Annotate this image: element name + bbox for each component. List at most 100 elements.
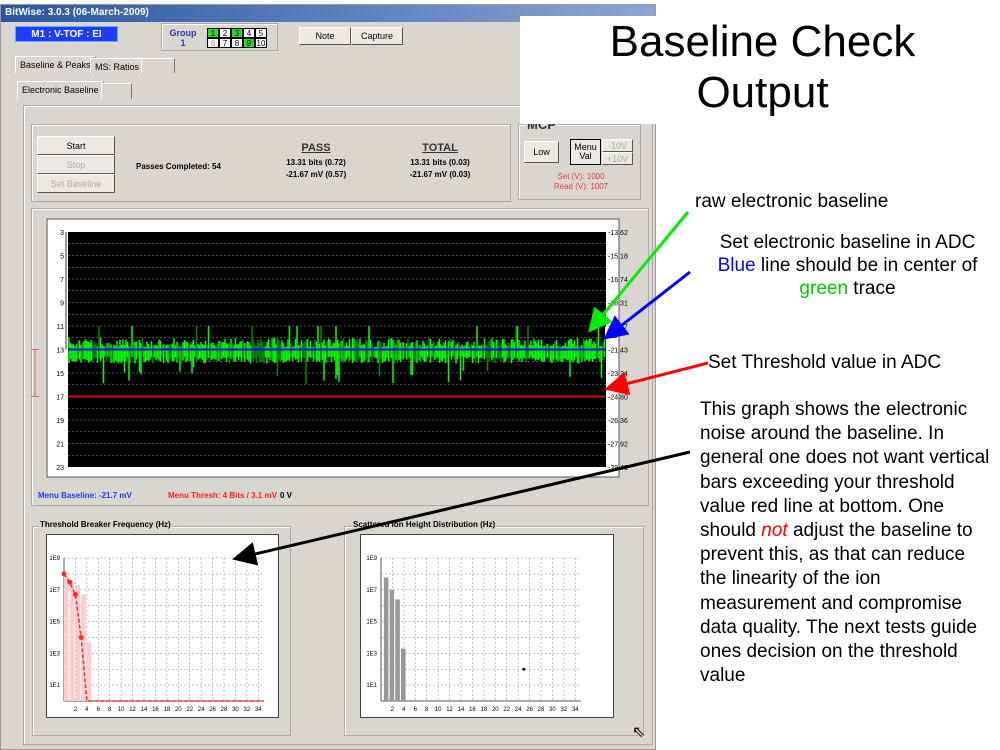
annotation-blue-word: Blue	[717, 255, 756, 276]
x-tick: 2	[74, 707, 78, 713]
pass-bits: 13.31 bits (0.72)	[286, 158, 346, 167]
set-baseline-button[interactable]: Set Baseline	[37, 174, 115, 193]
group-cell[interactable]: 4	[243, 28, 255, 38]
mcp-read-voltage: Read (V): 1007	[553, 182, 609, 191]
y-tick-left: 19	[56, 418, 64, 425]
control-panel	[31, 124, 511, 202]
scroll-down-arrow[interactable]: ▼	[605, 327, 617, 338]
group-cell[interactable]: 7	[219, 38, 231, 48]
menu-baseline-status: Menu Baseline: -21.7 mV	[38, 491, 132, 500]
y-tick-left: 15	[56, 371, 64, 378]
bar	[383, 577, 389, 701]
x-tick: 10	[118, 707, 125, 713]
group-cell[interactable]: 3	[231, 28, 243, 38]
x-tick: 16	[469, 707, 476, 713]
y-tick: 1E5	[49, 620, 60, 626]
x-tick: 10	[435, 707, 442, 713]
note-button[interactable]: Note	[299, 27, 351, 45]
x-tick: 6	[97, 707, 101, 713]
tab-ms-ratios[interactable]: MS: Ratios	[90, 58, 145, 73]
x-tick: 6	[414, 707, 418, 713]
y-tick-left: 21	[56, 442, 64, 449]
mcp-minus-10v-button[interactable]: -10V	[602, 139, 633, 152]
y-tick: 1E7	[366, 588, 377, 594]
group-cell[interactable]: 5	[255, 28, 267, 38]
y-tick-right: -29.49	[608, 465, 628, 472]
baseline-trace-chart: 3 5 7 9 11 13 15 17 19 21 23 -13.62 -15.18 -16.74 -18.…	[31, 218, 628, 478]
capture-button[interactable]: Capture	[351, 27, 403, 45]
annotation-set-baseline-text: Set electronic baseline in ADC	[719, 232, 976, 253]
mcp-low-button[interactable]: Low	[524, 141, 559, 163]
y-tick: 1E7	[49, 588, 60, 594]
group-cell[interactable]: 8	[231, 38, 243, 48]
x-tick: 2	[391, 707, 395, 713]
y-tick-right: -16.74	[608, 277, 628, 284]
annotation-desc-not: not	[761, 520, 788, 542]
y-tick-left: 9	[60, 301, 64, 308]
scatter-point	[522, 667, 526, 671]
mode-label: M1 : V-TOF : EI	[15, 26, 118, 42]
annotation-green-word: green	[799, 278, 849, 299]
annotation-description: This graph shows the electronic noise ar…	[700, 398, 996, 688]
mcp-panel	[518, 124, 641, 200]
x-tick: 8	[425, 707, 429, 713]
mcp-set-voltage: Set (V): 1000	[557, 172, 605, 181]
ion-height-title: Scattered Ion Height Distribution (Hz)	[352, 520, 497, 529]
curve-point	[61, 571, 67, 577]
x-tick: 28	[221, 707, 228, 713]
annotation-blue-rest: line should be in center of	[755, 255, 978, 276]
y-tick: 1E1	[49, 683, 60, 689]
group-cell[interactable]: 9	[243, 38, 255, 48]
curve-point	[78, 634, 84, 640]
group-cell[interactable]: 6	[207, 38, 219, 48]
y-tick: 1E9	[49, 556, 60, 562]
curve-point	[72, 592, 78, 598]
x-tick: 30	[549, 707, 556, 713]
y-tick-left: 13	[56, 348, 64, 355]
y-tick-left: 7	[60, 277, 64, 284]
x-tick: 20	[492, 707, 499, 713]
bar	[395, 599, 400, 701]
y-tick-right: -26.36	[608, 418, 628, 425]
subtab-blank[interactable]	[101, 83, 132, 99]
y-tick: 1E1	[366, 683, 377, 689]
pass-mv: -21.67 mV (0.57)	[285, 170, 347, 179]
total-bits: 13.31 bits (0.03)	[410, 158, 470, 167]
curve-point	[67, 579, 73, 585]
y-tick: 1E3	[49, 651, 60, 657]
tab-blank[interactable]	[141, 58, 175, 73]
mcp-menu-val-button[interactable]: Menu Val	[570, 139, 601, 165]
mcp-plus-10v-button[interactable]: +10V	[602, 152, 633, 165]
y-tick-left: 11	[57, 324, 64, 331]
x-tick: 34	[255, 707, 262, 713]
x-tick: 24	[515, 707, 522, 713]
subtab-electronic-baseline[interactable]: Electronic Baseline	[17, 81, 104, 99]
x-tick: 16	[152, 707, 159, 713]
group-cell[interactable]: 10	[255, 38, 267, 48]
x-tick: 22	[186, 707, 193, 713]
y-tick-right: -23.24	[608, 371, 628, 378]
bar	[64, 576, 69, 701]
y-tick-right: -27.92	[608, 442, 628, 449]
y-tick-right: -15.18	[608, 254, 628, 261]
tab-baseline-peaks[interactable]: Baseline & Peaks	[15, 56, 96, 73]
stop-button[interactable]: Stop	[37, 155, 115, 174]
tab-content	[23, 105, 653, 745]
y-tick: 1E3	[366, 651, 377, 657]
start-button[interactable]: Start	[37, 136, 115, 155]
group-cell[interactable]: 1	[207, 28, 219, 38]
x-tick: 26	[209, 707, 216, 713]
group-cell[interactable]: 2	[219, 28, 231, 38]
bar	[69, 582, 75, 701]
green-trace	[68, 326, 606, 384]
annotation-desc-2: adjust the baseline to prevent this, as …	[700, 520, 978, 687]
bar	[75, 584, 80, 701]
group-label: Group	[169, 28, 197, 38]
annotation-set-baseline: Set electronic baseline in ADC Blue line…	[695, 231, 1000, 300]
passes-completed: Passes Completed: 54	[136, 162, 221, 171]
x-tick: 14	[458, 707, 465, 713]
x-tick: 20	[175, 707, 182, 713]
pass-header: PASS	[301, 142, 331, 154]
